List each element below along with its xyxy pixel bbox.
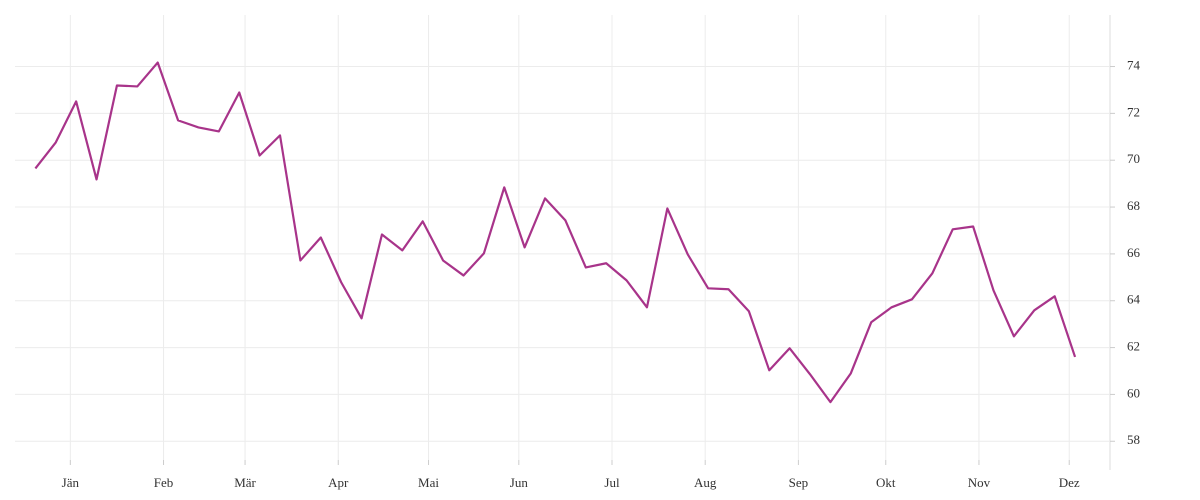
x-tick-label: Jän <box>62 475 80 490</box>
x-tick-label: Nov <box>968 475 991 490</box>
x-tick-label: Mai <box>418 475 439 490</box>
y-tick-label: 64 <box>1127 292 1141 307</box>
x-tick-label: Jun <box>510 475 529 490</box>
x-tick-label: Aug <box>694 475 717 490</box>
x-tick-label: Okt <box>876 475 896 490</box>
y-tick-label: 62 <box>1127 339 1140 354</box>
y-tick-label: 60 <box>1127 385 1140 400</box>
y-tick-label: 68 <box>1127 198 1140 213</box>
data-line <box>34 61 1077 404</box>
y-tick-label: 66 <box>1127 245 1141 260</box>
x-tick-label: Jul <box>604 475 620 490</box>
y-tick-label: 74 <box>1127 58 1141 73</box>
x-tick-label: Dez <box>1059 475 1080 490</box>
x-tick-label: Apr <box>328 475 349 490</box>
x-tick-label: Mär <box>234 475 256 490</box>
y-tick-label: 72 <box>1127 104 1140 119</box>
y-tick-label: 70 <box>1127 151 1140 166</box>
y-tick-label: 58 <box>1127 432 1140 447</box>
x-tick-label: Feb <box>154 475 174 490</box>
x-tick-label: Sep <box>789 475 809 490</box>
